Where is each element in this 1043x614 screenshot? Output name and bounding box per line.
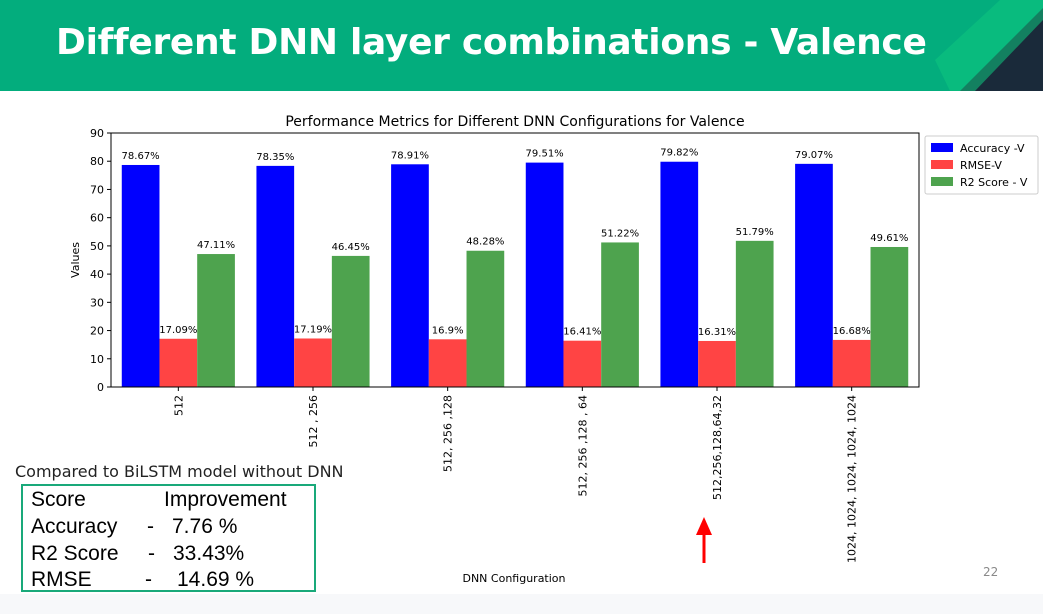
metric-name: RMSE [31, 568, 92, 591]
slide-title: Different DNN layer combinations - Valen… [56, 22, 927, 63]
arrow-head [696, 517, 712, 535]
chart-title: Performance Metrics for Different DNN Co… [285, 114, 744, 130]
slide-header: Different DNN layer combinations - Valen… [0, 0, 1043, 91]
y-tick-label: 0 [97, 381, 104, 394]
bar-value-label: 51.79% [736, 227, 774, 238]
legend-swatch [931, 160, 953, 169]
header-score: Score [31, 488, 86, 511]
bar [795, 163, 833, 387]
bar-value-label: 17.09% [159, 325, 197, 336]
bar-value-label: 79.51% [526, 149, 564, 160]
bar-data-labels: 78.67% 17.09% 47.11% 78.35% 17.19% 46.45% 78.9… [122, 148, 909, 338]
bar-value-label: 51.22% [601, 228, 639, 239]
bar-value-label: 17.19% [294, 324, 332, 335]
bar-value-label: 16.31% [698, 327, 736, 338]
legend-entry: Accuracy -V [960, 142, 1025, 155]
bar [159, 338, 198, 387]
bar-value-label: 16.41% [563, 327, 601, 338]
x-axis: 512 512 , 256 512, 256 ,128 512, 256 ,128 ,… [172, 387, 859, 563]
y-tick-label: 80 [90, 155, 104, 168]
y-tick-label: 20 [90, 325, 104, 338]
metric-name: R2 Score [31, 542, 119, 565]
bar [391, 164, 429, 387]
bar [870, 246, 909, 387]
header-improvement: Improvement [164, 488, 287, 511]
y-tick-label: 10 [90, 353, 104, 366]
bar [428, 339, 467, 387]
improvement-table: Score Improvement Accuracy - 7.76 % R2 S… [21, 484, 316, 592]
legend-entry: RMSE-V [960, 159, 1002, 172]
y-tick-label: 70 [90, 183, 104, 196]
bar [331, 255, 370, 387]
bar [256, 165, 295, 387]
x-axis-label: DNN Configuration [462, 572, 565, 585]
y-tick-label: 90 [90, 127, 104, 140]
legend-entry: R2 Score - V [960, 176, 1028, 189]
y-tick-label: 50 [90, 240, 104, 253]
metric-dash: - [147, 515, 154, 538]
metric-dash: - [145, 568, 152, 591]
legend-swatch [931, 177, 953, 186]
comparison-caption: Compared to BiLSTM model without DNN [15, 462, 344, 481]
y-tick-label: 60 [90, 212, 104, 225]
legend-swatch [931, 143, 953, 152]
metric-value: 7.76 % [172, 515, 238, 538]
footer-band [0, 594, 1043, 614]
bars [121, 161, 909, 387]
bar-value-label: 78.35% [256, 152, 294, 163]
bar [121, 164, 160, 387]
bar-value-label: 47.11% [197, 240, 235, 251]
bar [698, 340, 736, 387]
x-tick-label: 512,256,128,64,32 [711, 395, 724, 500]
x-tick-label: 512, 256 ,128 , 64 [576, 395, 589, 496]
y-axis: 0 10 20 30 40 50 60 70 80 90 [90, 127, 111, 394]
bar-value-label: 16.68% [833, 326, 871, 337]
bar [466, 250, 505, 387]
bar-value-label: 48.28% [466, 237, 504, 248]
bar [525, 162, 564, 387]
metric-dash: - [148, 542, 155, 565]
improvement-row-r2: R2 Score - 33.43% [31, 542, 316, 568]
metric-value: 33.43% [173, 542, 245, 565]
bar [735, 240, 774, 387]
bar-value-label: 78.91% [391, 150, 429, 161]
bar [197, 254, 235, 387]
bar-value-label: 16.9% [432, 325, 464, 336]
x-tick-label: 512 [172, 395, 185, 416]
header-decoration [935, 0, 1043, 91]
bar [832, 339, 871, 387]
y-axis-label: Values [69, 242, 82, 278]
bar [294, 338, 332, 387]
bar-value-label: 49.61% [870, 233, 908, 244]
y-tick-label: 40 [90, 268, 104, 281]
x-tick-label: 512, 256 ,128 [442, 395, 455, 472]
page-number: 22 [983, 565, 999, 579]
bar-value-label: 79.07% [795, 150, 833, 161]
plot-frame [110, 132, 920, 388]
chart-legend: Accuracy -V RMSE-V R2 Score - V [924, 135, 1039, 195]
bar-value-label: 78.67% [122, 151, 160, 162]
improvement-row-accuracy: Accuracy - 7.76 % [31, 515, 316, 541]
x-tick-label: 1024, 1024, 1024, 1024, 1024 [846, 395, 859, 563]
bar-value-label: 79.82% [660, 148, 698, 159]
improvement-header-row: Score Improvement [31, 488, 316, 514]
bar-value-label: 46.45% [332, 242, 370, 253]
bar [601, 242, 639, 387]
y-tick-label: 30 [90, 296, 104, 309]
red-up-arrow-icon [696, 517, 712, 563]
legend-frame [924, 135, 1039, 195]
bar-chart: Performance Metrics for Different DNN Co… [69, 114, 1039, 585]
metric-name: Accuracy [31, 515, 118, 538]
improvement-row-rmse: RMSE - 14.69 % [31, 568, 316, 594]
header-light-stripe [935, 0, 1043, 91]
metric-value: 14.69 % [177, 568, 255, 591]
x-tick-label: 512 , 256 [307, 395, 320, 447]
bar [660, 161, 699, 387]
bar [563, 340, 602, 387]
